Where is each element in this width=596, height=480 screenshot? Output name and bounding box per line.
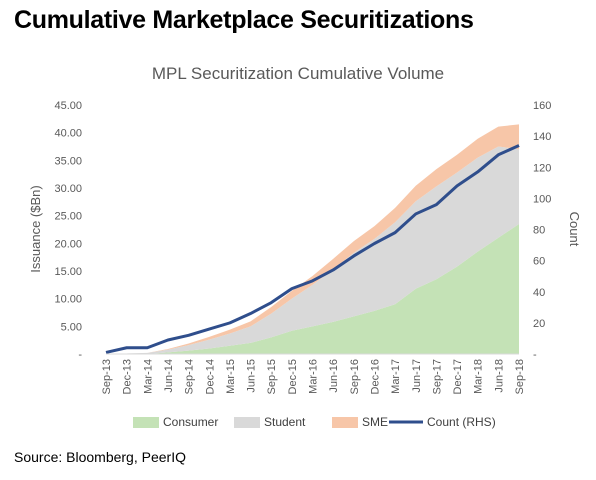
x-tick-label: Sep-13 [101, 359, 113, 394]
y2-axis-label: Count [567, 212, 582, 247]
x-tick-label: Sep-17 [431, 359, 443, 394]
y-axis-label: Issuance ($Bn) [28, 185, 43, 272]
y2-tick-label: 80 [533, 225, 545, 237]
y2-tick-label: 40 [533, 287, 545, 299]
y2-tick-label: 100 [533, 193, 551, 205]
x-tick-label: Mar-18 [473, 359, 485, 394]
area-student [106, 146, 519, 354]
x-tick-label: Dec-15 [287, 359, 299, 394]
y2-tick-label: 140 [533, 131, 551, 143]
x-tick-label: Jun-14 [163, 359, 175, 393]
area-consumer [106, 223, 519, 354]
x-tick-label: Dec-13 [122, 359, 134, 394]
source-note: Source: Bloomberg, PeerIQ [14, 449, 186, 465]
y2-tick-label: - [533, 349, 537, 361]
y-tick-label: 35.00 [54, 155, 82, 167]
legend-label: Count (RHS) [427, 415, 496, 429]
y2-tick-label: 20 [533, 318, 545, 330]
y-tick-label: 40.00 [54, 128, 82, 140]
legend-swatch-consumer [133, 417, 159, 428]
legend-label: SME [362, 415, 388, 429]
legend-swatch-student [234, 417, 260, 428]
x-tick-label: Dec-14 [204, 359, 216, 394]
x-tick-label: Mar-15 [225, 359, 237, 394]
x-tick-label: Mar-16 [308, 359, 320, 394]
y-tick-label: 5.00 [61, 321, 82, 333]
y-tick-label: 20.00 [54, 238, 82, 250]
x-tick-label: Sep-14 [184, 359, 196, 394]
x-tick-label: Jun-15 [246, 359, 258, 393]
y-tick-label: 30.00 [54, 183, 82, 195]
x-tick-label: Jun-18 [493, 359, 505, 393]
x-tick-label: Mar-14 [142, 359, 154, 394]
x-tick-label: Jun-17 [411, 359, 423, 393]
x-tick-label: Jun-16 [328, 359, 340, 393]
area-sme [106, 124, 519, 354]
y2-tick-label: 120 [533, 162, 551, 174]
legend-label: Consumer [163, 415, 218, 429]
chart-axes: - 5.00 10.00 15.00 20.00 25.00 30.00 35.00 40.00… [28, 100, 582, 394]
y2-tick-label: 60 [533, 256, 545, 268]
x-tick-label: Sep-16 [349, 359, 361, 394]
x-tick-label: Dec-16 [369, 359, 381, 394]
y-tick-label: - [78, 349, 82, 361]
x-tick-label: Sep-18 [514, 359, 526, 394]
y-tick-label: 25.00 [54, 211, 82, 223]
chart-line [105, 144, 520, 354]
legend-swatch-sme [332, 417, 358, 428]
chart-title: MPL Securitization Cumulative Volume [152, 64, 444, 83]
line-count [105, 144, 520, 354]
y-tick-label: 45.00 [54, 100, 82, 112]
chart-areas [106, 124, 519, 354]
legend-label: Student [264, 415, 306, 429]
y2-tick-label: 160 [533, 100, 551, 112]
x-tick-label: Sep-15 [266, 359, 278, 394]
y-tick-label: 10.00 [54, 294, 82, 306]
x-tick-label: Dec-17 [452, 359, 464, 394]
x-tick-label: Mar-17 [390, 359, 402, 394]
y-tick-label: 15.00 [54, 266, 82, 278]
page-title: Cumulative Marketplace Securitizations [14, 6, 474, 34]
chart-legend: Consumer Student SME Count (RHS) [133, 415, 496, 429]
